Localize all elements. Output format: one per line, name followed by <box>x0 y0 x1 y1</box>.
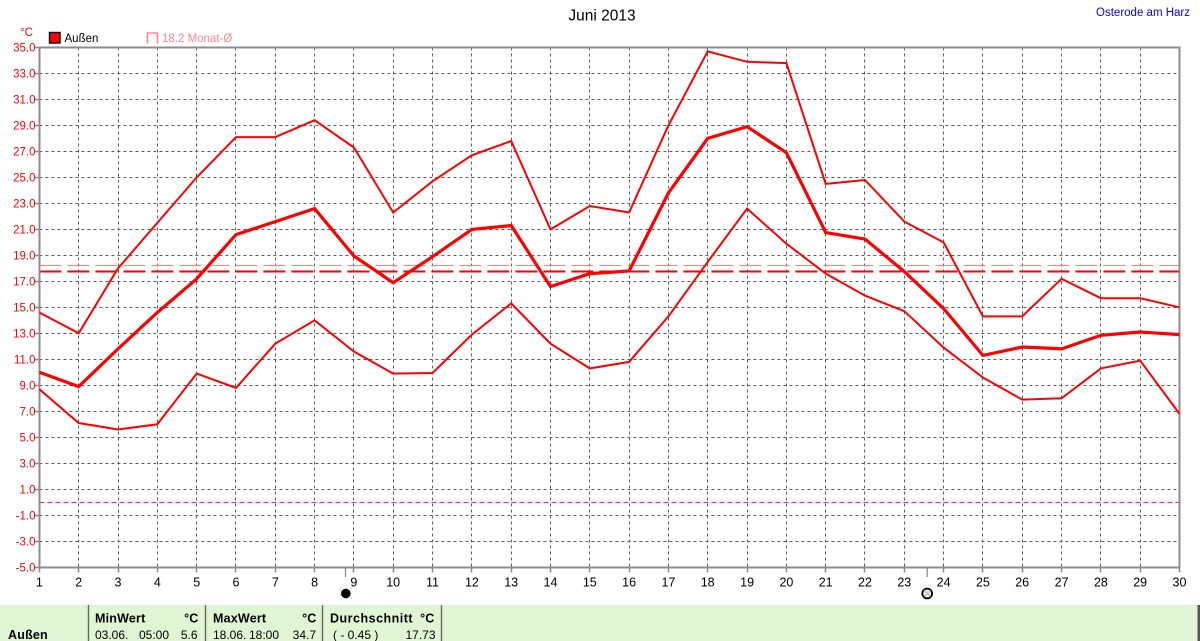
svg-text:7.0: 7.0 <box>20 406 36 418</box>
svg-text:25.0: 25.0 <box>13 173 35 185</box>
svg-text:35.0: 35.0 <box>13 43 35 55</box>
svg-text:6: 6 <box>233 576 240 590</box>
svg-text:Osterode am Harz: Osterode am Harz <box>1096 7 1190 19</box>
svg-text:21.0: 21.0 <box>13 225 35 237</box>
svg-text:15: 15 <box>583 576 597 590</box>
svg-text:34.7: 34.7 <box>293 628 317 641</box>
svg-text:11.0: 11.0 <box>14 355 36 367</box>
svg-text:3: 3 <box>115 576 122 590</box>
svg-text:30: 30 <box>1173 576 1187 590</box>
svg-text:5.0: 5.0 <box>20 432 36 444</box>
svg-text:18.06.: 18.06. <box>213 628 246 641</box>
svg-text:2: 2 <box>75 576 82 590</box>
svg-text:28: 28 <box>1094 576 1108 590</box>
svg-text:20: 20 <box>779 576 793 590</box>
svg-text:°C: °C <box>20 27 33 39</box>
svg-text:-5.0: -5.0 <box>16 562 36 574</box>
svg-text:Außen: Außen <box>8 628 48 641</box>
svg-text:22: 22 <box>858 576 872 590</box>
svg-text:16: 16 <box>622 576 636 590</box>
svg-text:°C: °C <box>184 612 198 626</box>
svg-text:9: 9 <box>350 576 357 590</box>
svg-text:33.0: 33.0 <box>13 69 35 81</box>
svg-text:7: 7 <box>272 576 279 590</box>
svg-text:27: 27 <box>1055 576 1069 590</box>
svg-text:29.0: 29.0 <box>13 121 35 133</box>
svg-text:12: 12 <box>465 576 479 590</box>
svg-text:23.0: 23.0 <box>13 199 35 211</box>
svg-text:17.73: 17.73 <box>405 628 435 641</box>
svg-text:19.0: 19.0 <box>13 251 35 263</box>
svg-text:°C: °C <box>420 612 434 626</box>
svg-text:18.2 Monat-Ø: 18.2 Monat-Ø <box>162 33 232 45</box>
svg-text:Außen: Außen <box>65 33 99 45</box>
svg-text:29: 29 <box>1133 576 1147 590</box>
svg-text:9.0: 9.0 <box>20 381 36 393</box>
svg-text:-1.0: -1.0 <box>16 510 36 522</box>
svg-text:8: 8 <box>311 576 318 590</box>
svg-text:19: 19 <box>740 576 754 590</box>
svg-text:17.0: 17.0 <box>13 277 35 289</box>
svg-text:5.6: 5.6 <box>181 628 198 641</box>
svg-text:14: 14 <box>544 576 558 590</box>
svg-text:( - 0.45 ): ( - 0.45 ) <box>333 628 378 641</box>
svg-text:24: 24 <box>937 576 951 590</box>
svg-text:11: 11 <box>426 576 439 590</box>
svg-text:23: 23 <box>897 576 911 590</box>
svg-text:18:00: 18:00 <box>249 628 279 641</box>
svg-text:°C: °C <box>302 612 316 626</box>
svg-text:21: 21 <box>819 576 833 590</box>
svg-text:31.0: 31.0 <box>13 95 35 107</box>
svg-text:03.06.: 03.06. <box>95 628 128 641</box>
svg-text:3.0: 3.0 <box>20 458 36 470</box>
svg-text:17: 17 <box>661 576 675 590</box>
svg-text:MaxWert: MaxWert <box>213 612 267 626</box>
svg-text:5: 5 <box>193 576 200 590</box>
svg-text:27.0: 27.0 <box>13 147 35 159</box>
svg-text:4: 4 <box>154 576 161 590</box>
svg-text:13.0: 13.0 <box>13 329 35 341</box>
svg-text:05:00: 05:00 <box>139 628 169 641</box>
svg-text:Juni 2013: Juni 2013 <box>568 8 635 25</box>
svg-text:26: 26 <box>1015 576 1029 590</box>
svg-text:1: 1 <box>36 576 43 590</box>
svg-text:15.0: 15.0 <box>13 303 35 315</box>
svg-text:MinWert: MinWert <box>95 612 146 626</box>
svg-text:Durchschnitt: Durchschnitt <box>330 612 413 626</box>
svg-text:25: 25 <box>976 576 990 590</box>
svg-text:-3.0: -3.0 <box>16 536 36 548</box>
svg-text:1.0: 1.0 <box>20 484 36 496</box>
svg-text:13: 13 <box>504 576 518 590</box>
svg-text:10: 10 <box>386 576 400 590</box>
svg-text:18: 18 <box>701 576 715 590</box>
